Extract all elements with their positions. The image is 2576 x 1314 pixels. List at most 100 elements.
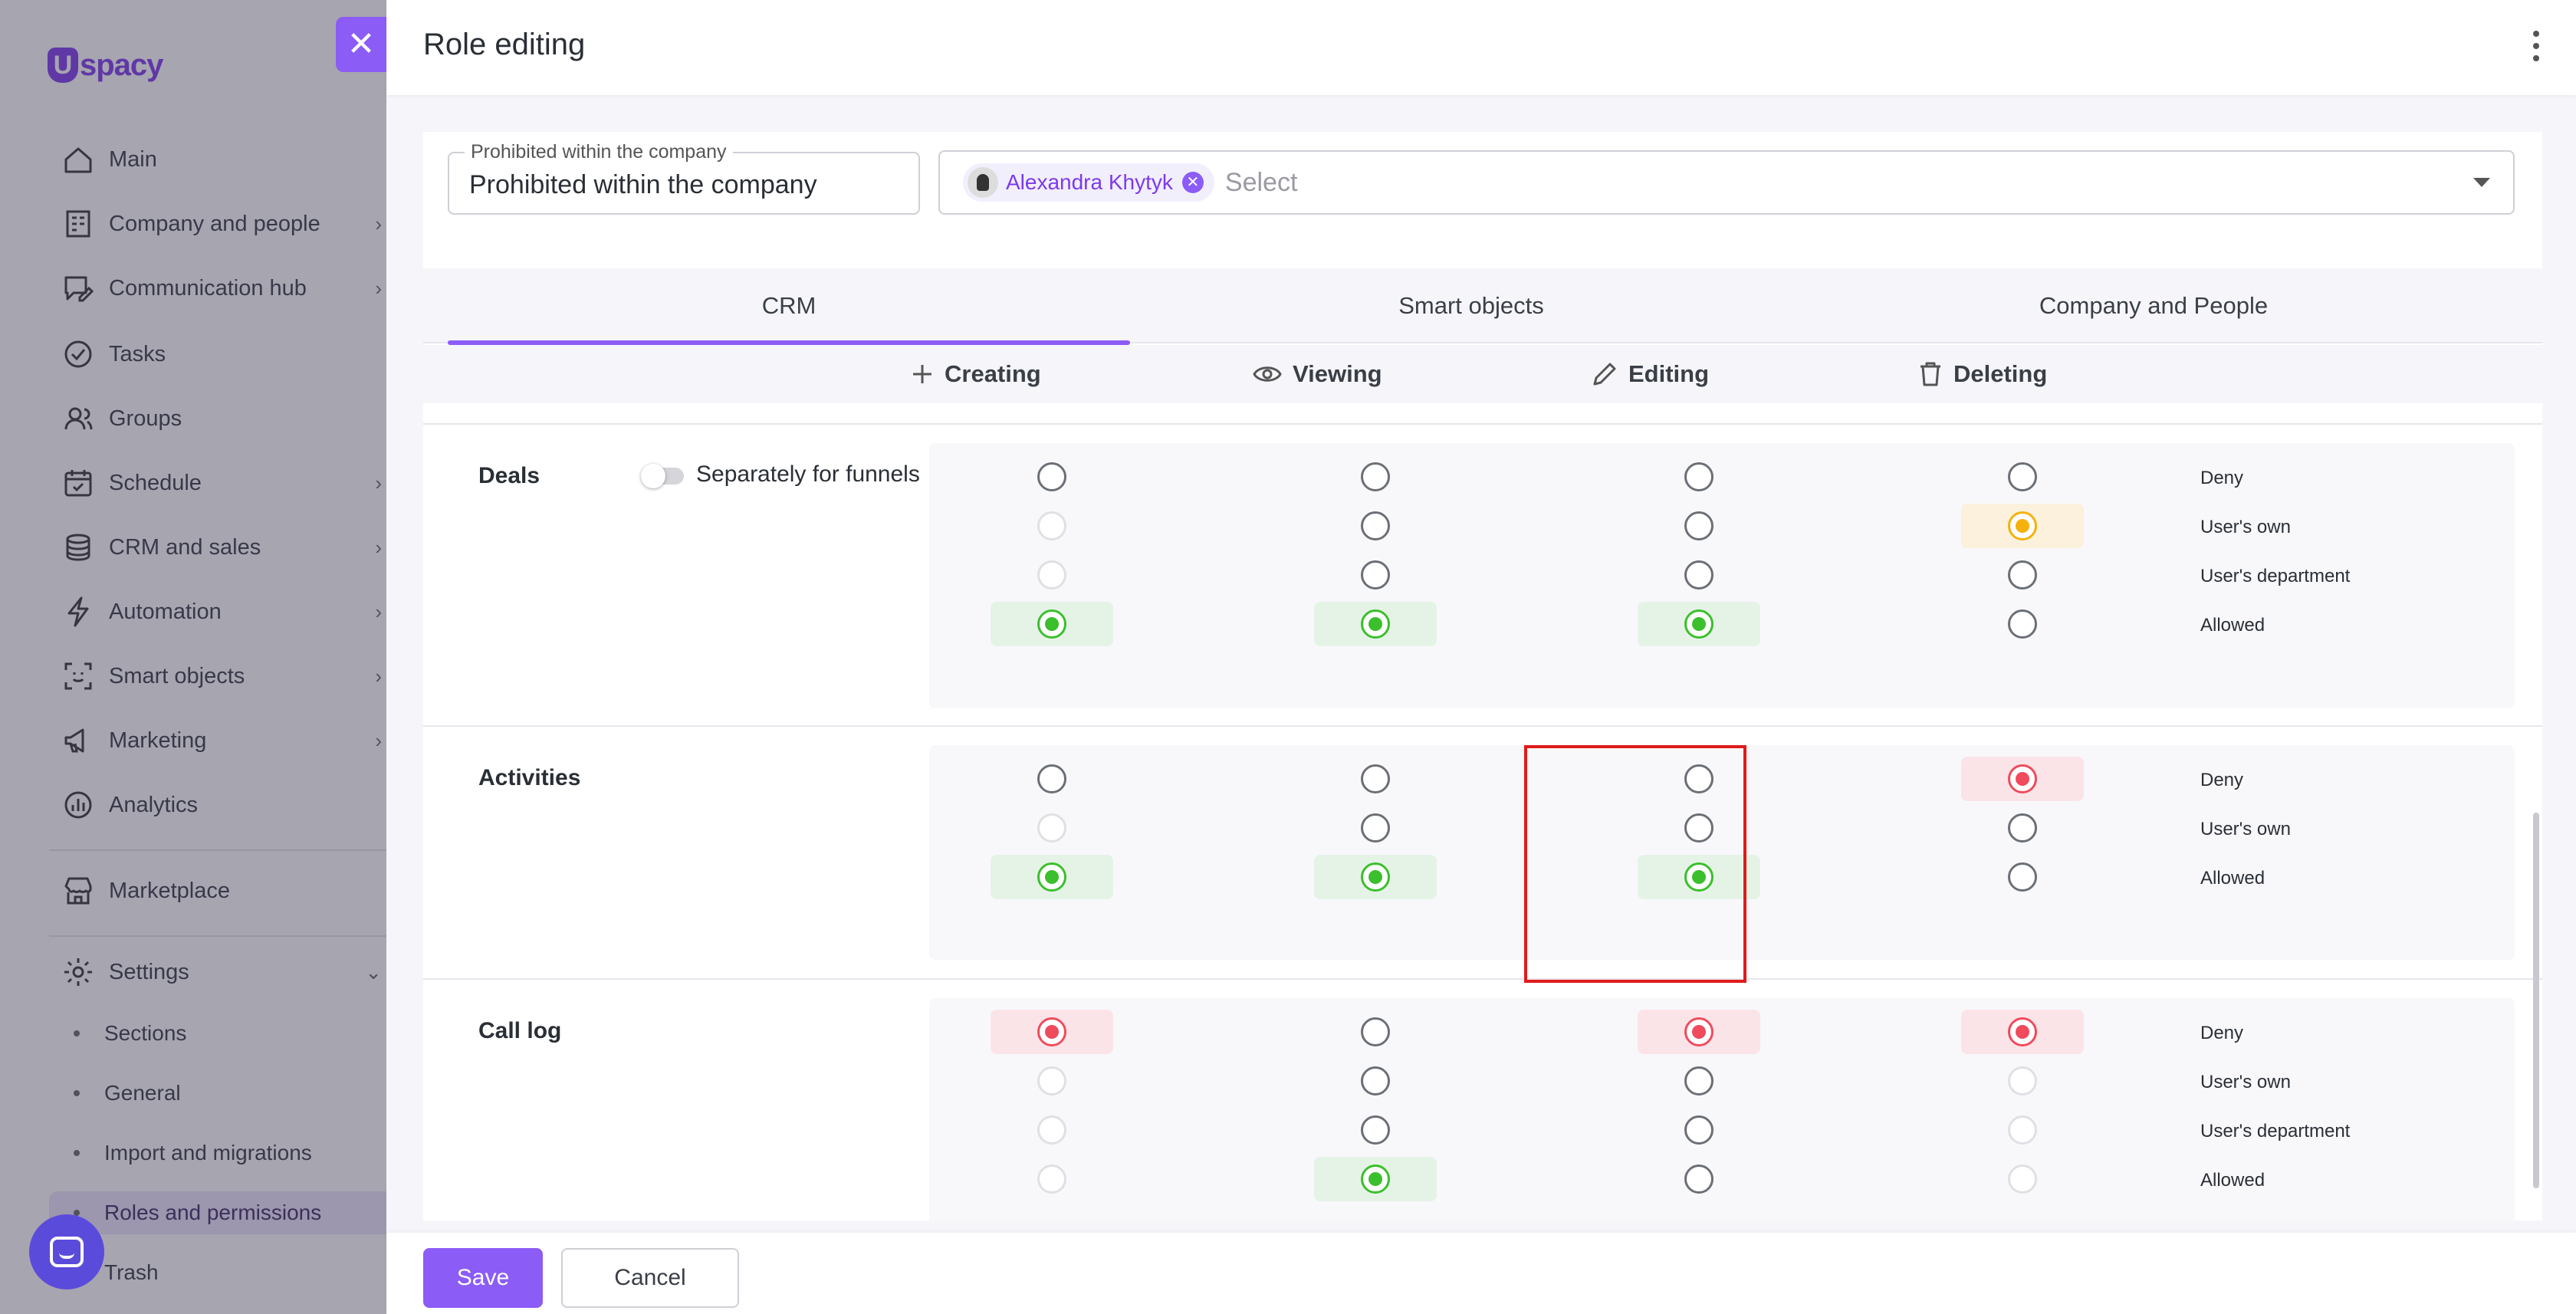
sidebar-subitem-3[interactable]: Roles and permissions <box>49 1191 386 1234</box>
radio-button[interactable] <box>2008 511 2037 540</box>
radio-button[interactable] <box>1361 511 1390 540</box>
permission-radio-cell[interactable] <box>991 757 1113 801</box>
sidebar-item-10[interactable]: Analytics <box>60 782 382 828</box>
radio-button[interactable] <box>1684 1115 1714 1145</box>
radio-button[interactable] <box>1037 1017 1066 1046</box>
permission-radio-cell[interactable] <box>1638 1010 1760 1054</box>
sidebar-item-8[interactable]: Smart objects › <box>60 653 382 699</box>
permission-radio-cell[interactable] <box>1638 1108 1760 1152</box>
scope-select[interactable]: Prohibited within the company Prohibited… <box>448 141 920 215</box>
permission-radio-cell[interactable] <box>1961 1010 2084 1054</box>
permission-radio-cell[interactable] <box>1638 504 1760 548</box>
radio-button[interactable] <box>1361 1115 1390 1145</box>
modal-backdrop[interactable] <box>0 0 386 1314</box>
permission-radio-cell[interactable] <box>1961 757 2084 801</box>
radio-button[interactable] <box>1684 1017 1714 1046</box>
radio-button[interactable] <box>1684 511 1714 540</box>
sidebar-subitem-0[interactable]: Sections <box>74 1012 380 1055</box>
permission-radio-cell[interactable] <box>1638 855 1760 899</box>
radio-button[interactable] <box>2008 462 2037 491</box>
radio-button[interactable] <box>1361 862 1390 892</box>
radio-button[interactable] <box>2008 560 2037 590</box>
radio-button[interactable] <box>1037 462 1066 491</box>
radio-button[interactable] <box>1684 862 1714 892</box>
radio-button[interactable] <box>2008 609 2037 639</box>
sidebar-subitem-1[interactable]: General <box>74 1072 380 1115</box>
permission-radio-cell[interactable] <box>991 455 1113 499</box>
remove-chip-icon[interactable]: ✕ <box>1181 172 1204 193</box>
permission-radio-cell[interactable] <box>1961 602 2084 646</box>
permission-radio-cell[interactable] <box>1961 806 2084 850</box>
radio-button[interactable] <box>1684 1066 1714 1096</box>
permission-radio-cell[interactable] <box>1961 455 2084 499</box>
permission-radio-cell[interactable] <box>1638 806 1760 850</box>
sidebar-subitem-2[interactable]: Import and migrations <box>74 1132 380 1174</box>
sidebar-item-1[interactable]: Company and people › <box>60 201 382 247</box>
more-options-button[interactable] <box>2527 28 2545 64</box>
radio-button[interactable] <box>1361 462 1390 491</box>
tab-smart-objects[interactable]: Smart objects <box>1398 292 1544 319</box>
permission-radio-cell[interactable] <box>1638 757 1760 801</box>
permission-radio-cell[interactable] <box>1314 757 1437 801</box>
permission-radio-cell[interactable] <box>1638 455 1760 499</box>
sidebar-item-9[interactable]: Marketing › <box>60 718 382 764</box>
sidebar-item-7[interactable]: Automation › <box>60 589 382 635</box>
radio-button[interactable] <box>2008 813 2037 843</box>
close-modal-button[interactable]: ✕ <box>336 17 386 72</box>
radio-button[interactable] <box>1361 1165 1390 1194</box>
permission-radio-cell[interactable] <box>1314 855 1437 899</box>
chevron-down-icon[interactable] <box>2473 178 2490 187</box>
radio-button[interactable] <box>1684 1165 1714 1194</box>
radio-button[interactable] <box>1037 764 1066 793</box>
radio-button[interactable] <box>1361 1017 1390 1046</box>
tab-crm[interactable]: CRM <box>448 268 1130 345</box>
permission-radio-cell[interactable] <box>1961 855 2084 899</box>
radio-button[interactable] <box>1361 813 1390 843</box>
radio-button[interactable] <box>1361 609 1390 639</box>
permission-radio-cell[interactable] <box>1314 504 1437 548</box>
radio-button[interactable] <box>1684 813 1714 843</box>
permission-radio-cell[interactable] <box>1638 1157 1760 1201</box>
radio-button[interactable] <box>2008 764 2037 793</box>
radio-button[interactable] <box>1361 560 1390 590</box>
sidebar-item-0[interactable]: Main <box>60 136 382 182</box>
sidebar-item-4[interactable]: Groups <box>60 396 382 442</box>
permission-radio-cell[interactable] <box>1961 504 2084 548</box>
radio-button[interactable] <box>1684 560 1714 590</box>
permission-radio-cell[interactable] <box>1314 1059 1437 1103</box>
permission-radio-cell[interactable] <box>1638 1059 1760 1103</box>
sidebar-item-marketplace[interactable]: Marketplace <box>60 868 382 914</box>
sidebar-item-5[interactable]: Schedule › <box>60 460 382 506</box>
cancel-button[interactable]: Cancel <box>561 1248 739 1308</box>
radio-button[interactable] <box>1037 862 1066 892</box>
assignee-select-placeholder[interactable]: Select <box>1224 167 1298 197</box>
radio-button[interactable] <box>1361 764 1390 793</box>
radio-button[interactable] <box>2008 862 2037 892</box>
permission-radio-cell[interactable] <box>991 1010 1113 1054</box>
permission-radio-cell[interactable] <box>1314 602 1437 646</box>
radio-button[interactable] <box>1037 609 1066 639</box>
support-chat-button[interactable] <box>29 1214 104 1289</box>
radio-button[interactable] <box>1361 1066 1390 1096</box>
sidebar-item-3[interactable]: Tasks <box>60 331 382 377</box>
permission-radio-cell[interactable] <box>1314 553 1437 597</box>
tab-company-and-people[interactable]: Company and People <box>2039 292 2269 319</box>
radio-button[interactable] <box>1684 462 1714 491</box>
radio-button[interactable] <box>1684 609 1714 639</box>
permission-radio-cell[interactable] <box>1638 602 1760 646</box>
permission-radio-cell[interactable] <box>1314 806 1437 850</box>
permission-radio-cell[interactable] <box>991 855 1113 899</box>
permission-radio-cell[interactable] <box>1314 1157 1437 1201</box>
panel-scrollbar[interactable] <box>2533 813 2539 1188</box>
radio-button[interactable] <box>2008 1017 2037 1046</box>
permission-radio-cell[interactable] <box>1961 553 2084 597</box>
sidebar-item-settings[interactable]: Settings ⌄ <box>60 949 382 995</box>
sidebar-item-2[interactable]: Communication hub › <box>60 265 382 311</box>
permission-radio-cell[interactable] <box>1314 455 1437 499</box>
permission-radio-cell[interactable] <box>1638 553 1760 597</box>
sidebar-item-6[interactable]: CRM and sales › <box>60 524 382 570</box>
permission-radio-cell[interactable] <box>1314 1010 1437 1054</box>
permission-radio-cell[interactable] <box>1314 1108 1437 1152</box>
separately-for-funnels-toggle[interactable] <box>641 464 684 488</box>
permission-radio-cell[interactable] <box>991 602 1113 646</box>
